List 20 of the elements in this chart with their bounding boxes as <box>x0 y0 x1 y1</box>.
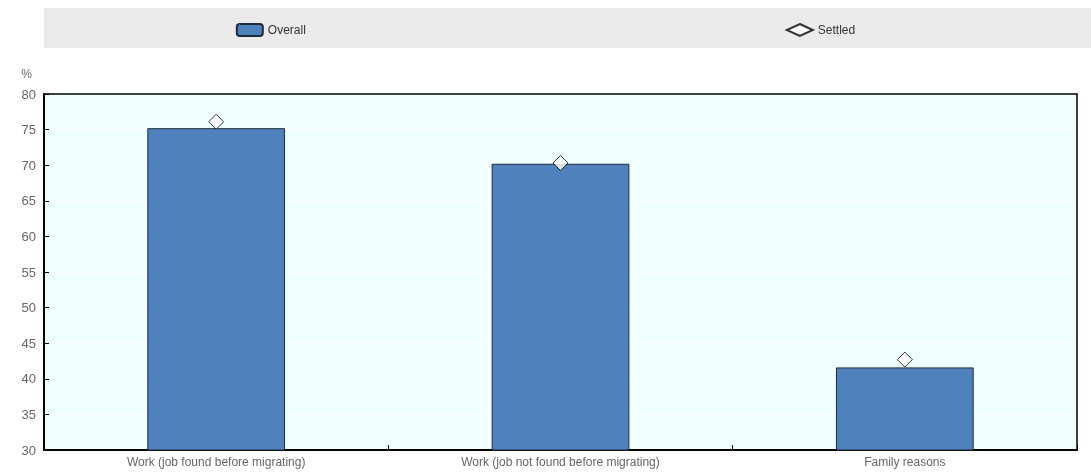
y-tick-label: 35 <box>21 406 36 422</box>
y-tick-label: 70 <box>21 157 36 173</box>
y-tick-label: 55 <box>21 264 36 280</box>
y-tick-label: 75 <box>21 122 36 138</box>
y-tick-label: 80 <box>21 86 36 102</box>
legend-label: Settled <box>817 23 856 37</box>
x-tick-label: Family reasons <box>864 455 946 469</box>
y-tick-label: 40 <box>21 371 36 387</box>
point <box>896 351 913 368</box>
point <box>552 155 569 172</box>
legend-label: Overall <box>267 23 306 37</box>
y-tick-label: 45 <box>21 335 36 351</box>
y-tick-label: 65 <box>21 193 36 209</box>
x-tick-label: Work (job found before migrating) <box>126 455 306 469</box>
x-tick-label: Work (job not found before migrating) <box>461 455 660 469</box>
y-tick-label: 30 <box>21 442 36 458</box>
point <box>208 113 225 130</box>
y-tick-label: 50 <box>21 300 36 316</box>
y-axis-title: % <box>21 67 33 81</box>
y-tick-label: 60 <box>21 228 36 244</box>
